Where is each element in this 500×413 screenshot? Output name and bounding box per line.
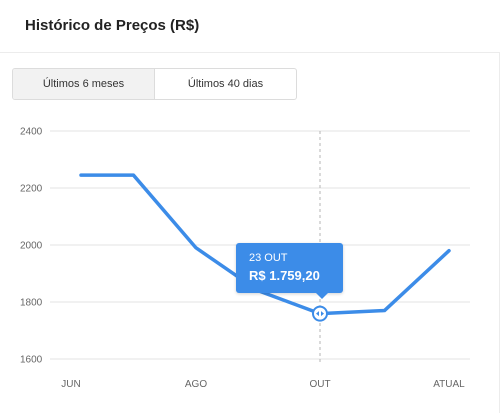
tooltip-date: 23 OUT (249, 252, 288, 264)
drag-arrows-icon (316, 311, 324, 317)
highlight-point-marker (312, 305, 328, 322)
tab-last-40-days[interactable]: Últimos 40 dias (187, 78, 264, 90)
y-tick-label-1800: 1800 (20, 298, 43, 309)
y-tick-label-2200: 2200 (20, 184, 43, 195)
x-tick-label-ago: AGO (185, 379, 207, 390)
tooltip-value: R$ 1.759,20 (249, 268, 320, 283)
y-tick-label-1600: 1600 (20, 355, 43, 366)
y-tick-label-2400: 2400 (20, 127, 43, 138)
x-tick-label-out: OUT (309, 379, 330, 390)
x-tick-label-jun: JUN (61, 379, 80, 390)
y-tick-label-2000: 2000 (20, 241, 43, 252)
price-tooltip: 23 OUT R$ 1.759,20 (236, 243, 343, 299)
header: Histórico de Preços (R$) (0, 0, 500, 53)
x-tick-label-atual: ATUAL (433, 379, 465, 390)
page-title: Histórico de Preços (R$) (25, 17, 200, 34)
tab-last-6-months[interactable]: Últimos 6 meses (13, 69, 155, 99)
period-tabs: Últimos 6 meses Últimos 40 dias (12, 68, 297, 100)
